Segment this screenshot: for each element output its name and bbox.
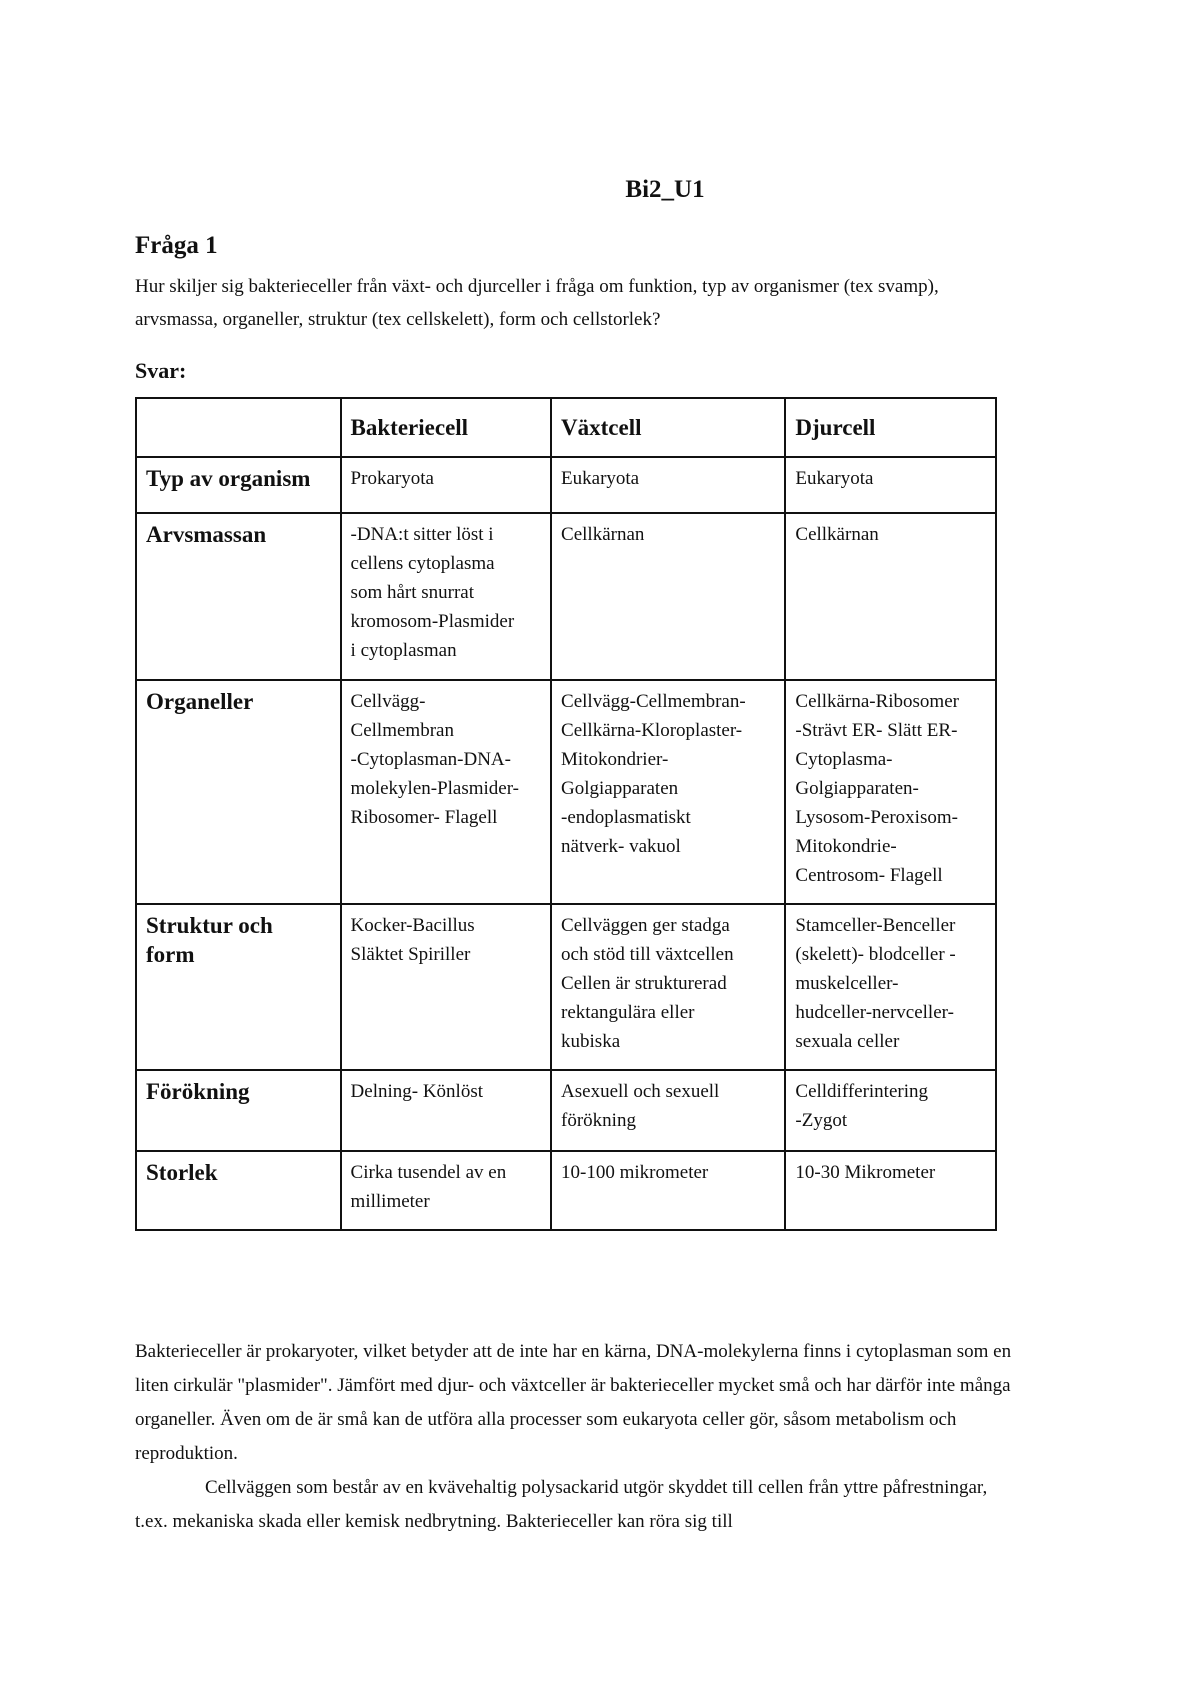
table-cell: Cellvägg-Cellmembran- Cellkärna-Kloropla… xyxy=(550,679,787,905)
comparison-table: Bakteriecell Växtcell Djurcell Typ av or… xyxy=(135,397,997,1231)
header-cell: Bakteriecell xyxy=(339,397,553,458)
table-cell: -DNA:t sitter löst i cellens cytoplasma … xyxy=(339,512,553,681)
header-cell xyxy=(135,397,342,458)
table-cell: Cellkärnan xyxy=(784,512,997,681)
row-label: Struktur och form xyxy=(135,903,342,1071)
table-cell: Cellkärnan xyxy=(550,512,787,681)
table-cell: Delning- Könlöst xyxy=(339,1069,553,1152)
table-cell: 10-30 Mikrometer xyxy=(784,1150,997,1231)
table-row: Struktur och form Kocker-Bacillus Släkte… xyxy=(135,903,997,1071)
table-cell: Kocker-Bacillus Släktet Spiriller xyxy=(339,903,553,1071)
row-label: Organeller xyxy=(135,679,342,905)
table-cell: Stamceller-Benceller (skelett)- blodcell… xyxy=(784,903,997,1071)
header-cell: Växtcell xyxy=(550,397,787,458)
header-cell: Djurcell xyxy=(784,397,997,458)
paragraph: Cellväggen som består av en kvävehaltig … xyxy=(135,1477,988,1532)
row-label: Förökning xyxy=(135,1069,342,1152)
row-label: Storlek xyxy=(135,1150,342,1231)
table-cell: Asexuell och sexuell förökning xyxy=(550,1069,787,1152)
table-cell: 10-100 mikrometer xyxy=(550,1150,787,1231)
table-cell: Eukaryota xyxy=(550,456,787,514)
paragraph: Bakterieceller är prokaryoter, vilket be… xyxy=(135,1341,1012,1464)
row-label: Arvsmassan xyxy=(135,512,342,681)
answer-label: Svar: xyxy=(135,358,187,383)
table-row: Organeller Cellvägg- Cellmembran -Cytopl… xyxy=(135,679,997,905)
table-row: Arvsmassan -DNA:t sitter löst i cellens … xyxy=(135,512,997,681)
table-cell: Cirka tusendel av en millimeter xyxy=(339,1150,553,1231)
table-row: Storlek Cirka tusendel av en millimeter … xyxy=(135,1150,997,1231)
table-cell: Cellvägg- Cellmembran -Cytoplasman-DNA- … xyxy=(339,679,553,905)
table-cell: Celldifferintering -Zygot xyxy=(784,1069,997,1152)
table-row: Förökning Delning- Könlöst Asexuell och … xyxy=(135,1069,997,1152)
question-text: Hur skiljer sig bakterieceller från växt… xyxy=(135,276,939,330)
question-heading: Fråga 1 xyxy=(135,232,218,259)
table-cell: Prokaryota xyxy=(339,456,553,514)
body-text: Bakterieceller är prokaryoter, vilket be… xyxy=(135,1335,1015,1539)
table-cell: Cellväggen ger stadga och stöd till växt… xyxy=(550,903,787,1071)
document-title: Bi2_U1 xyxy=(625,176,705,203)
table-row: Typ av organism Prokaryota Eukaryota Euk… xyxy=(135,456,997,514)
table-cell: Cellkärna-Ribosomer -Strävt ER- Slätt ER… xyxy=(784,679,997,905)
table-header-row: Bakteriecell Växtcell Djurcell xyxy=(135,397,997,458)
row-label: Typ av organism xyxy=(135,456,342,514)
table-cell: Eukaryota xyxy=(784,456,997,514)
